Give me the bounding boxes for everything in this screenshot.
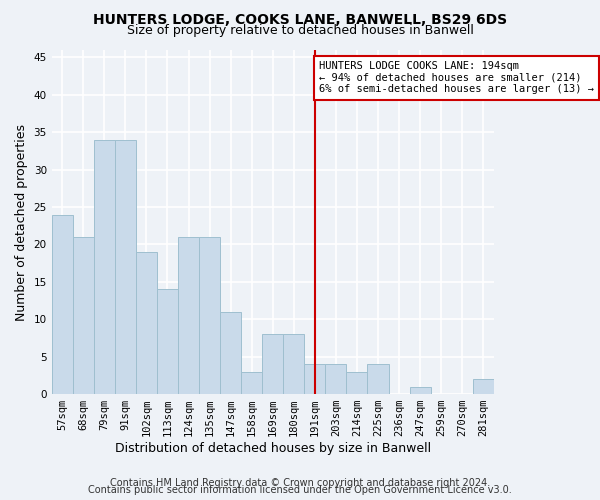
Bar (157, 290, 178, 394)
Bar (94, 140, 115, 394)
Bar (473, 379, 494, 394)
Bar (262, 334, 283, 394)
Bar (136, 252, 157, 394)
Bar (52, 214, 73, 394)
Bar (241, 372, 262, 394)
Text: Contains HM Land Registry data © Crown copyright and database right 2024.: Contains HM Land Registry data © Crown c… (110, 478, 490, 488)
Bar (346, 372, 367, 394)
Bar (283, 334, 304, 394)
Bar (367, 364, 389, 394)
Bar (178, 237, 199, 394)
Bar (304, 364, 325, 394)
Bar (199, 237, 220, 394)
Text: HUNTERS LODGE, COOKS LANE, BANWELL, BS29 6DS: HUNTERS LODGE, COOKS LANE, BANWELL, BS29… (93, 12, 507, 26)
Text: Size of property relative to detached houses in Banwell: Size of property relative to detached ho… (127, 24, 473, 37)
X-axis label: Distribution of detached houses by size in Banwell: Distribution of detached houses by size … (115, 442, 431, 455)
Text: HUNTERS LODGE COOKS LANE: 194sqm
← 94% of detached houses are smaller (214)
6% o: HUNTERS LODGE COOKS LANE: 194sqm ← 94% o… (319, 61, 594, 94)
Bar (73, 237, 94, 394)
Bar (410, 386, 431, 394)
Bar (325, 364, 346, 394)
Text: Contains public sector information licensed under the Open Government Licence v3: Contains public sector information licen… (88, 485, 512, 495)
Bar (115, 140, 136, 394)
Bar (220, 312, 241, 394)
Y-axis label: Number of detached properties: Number of detached properties (15, 124, 28, 320)
